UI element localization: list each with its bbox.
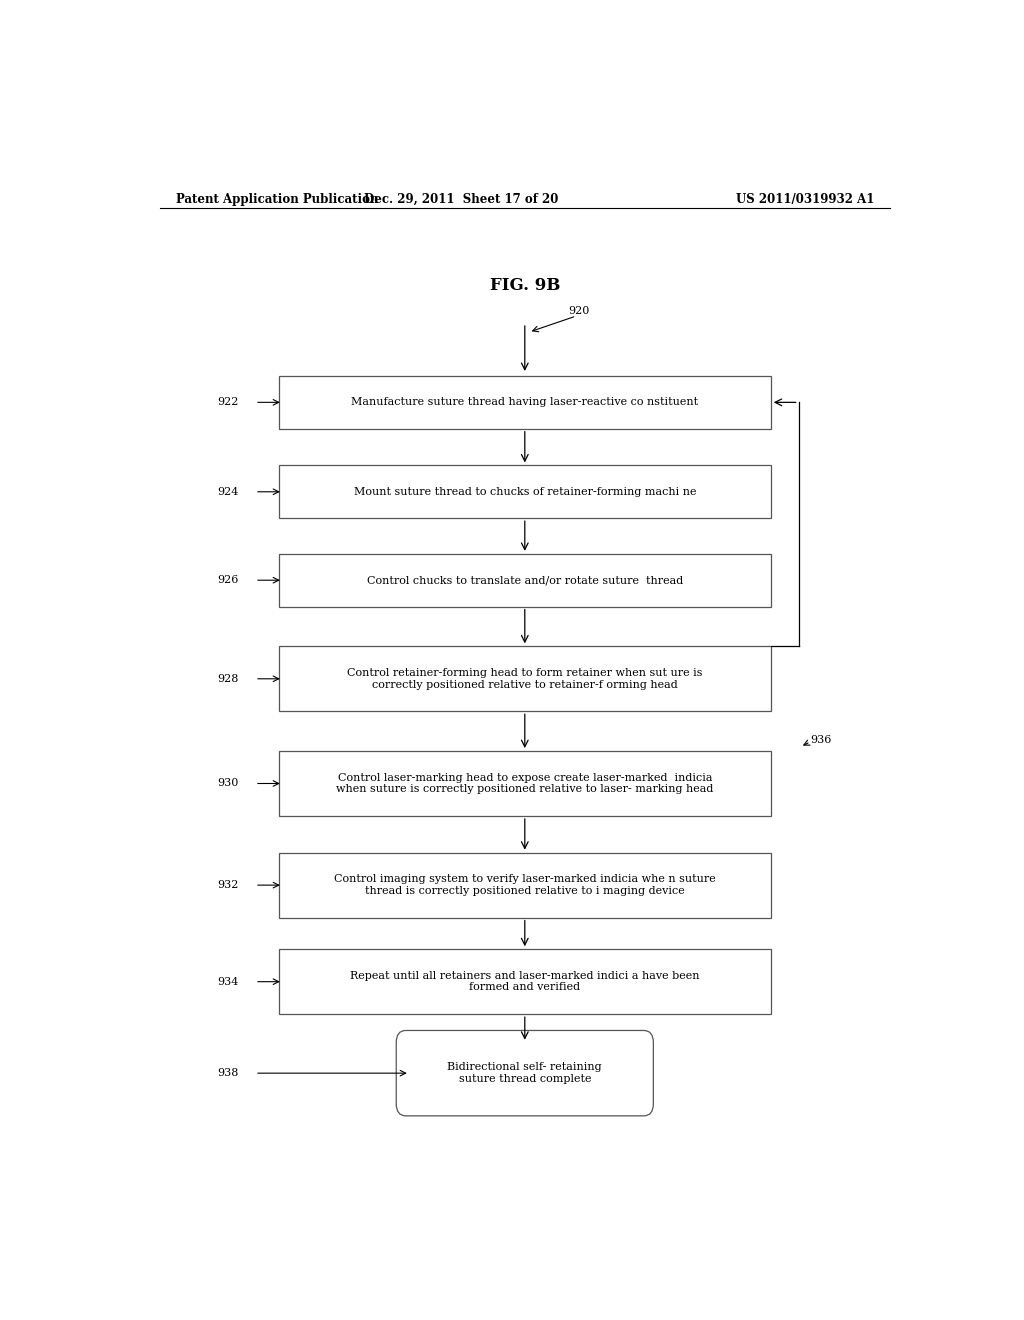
Text: Dec. 29, 2011  Sheet 17 of 20: Dec. 29, 2011 Sheet 17 of 20 [365, 193, 558, 206]
Text: 928: 928 [218, 673, 240, 684]
Text: Patent Application Publication: Patent Application Publication [176, 193, 378, 206]
FancyBboxPatch shape [279, 554, 771, 607]
FancyBboxPatch shape [279, 751, 771, 816]
Text: US 2011/0319932 A1: US 2011/0319932 A1 [735, 193, 873, 206]
Text: Mount suture thread to chucks of retainer-forming machi ne: Mount suture thread to chucks of retaine… [353, 487, 696, 496]
Text: 920: 920 [568, 306, 590, 315]
Text: 934: 934 [218, 977, 240, 986]
FancyBboxPatch shape [279, 949, 771, 1014]
Text: 932: 932 [218, 880, 240, 890]
Text: Control imaging system to verify laser-marked indicia whe n suture
thread is cor: Control imaging system to verify laser-m… [334, 874, 716, 896]
Text: Repeat until all retainers and laser-marked indici a have been
formed and verifi: Repeat until all retainers and laser-mar… [350, 972, 699, 993]
Text: Manufacture suture thread having laser-reactive co nstituent: Manufacture suture thread having laser-r… [351, 397, 698, 408]
Text: 930: 930 [218, 779, 240, 788]
Text: Control laser-marking head to expose create laser-marked  indicia
when suture is: Control laser-marking head to expose cre… [336, 772, 714, 795]
Text: Control chucks to translate and/or rotate suture  thread: Control chucks to translate and/or rotat… [367, 576, 683, 585]
Text: 938: 938 [218, 1068, 240, 1078]
FancyBboxPatch shape [279, 376, 771, 429]
Text: Control retainer-forming head to form retainer when sut ure is
correctly positio: Control retainer-forming head to form re… [347, 668, 702, 689]
FancyBboxPatch shape [279, 466, 771, 519]
Text: 922: 922 [218, 397, 240, 408]
Text: 924: 924 [218, 487, 240, 496]
Text: Bidirectional self- retaining
suture thread complete: Bidirectional self- retaining suture thr… [447, 1063, 602, 1084]
FancyBboxPatch shape [396, 1031, 653, 1115]
Text: 926: 926 [218, 576, 240, 585]
Text: FIG. 9B: FIG. 9B [489, 277, 560, 294]
FancyBboxPatch shape [279, 647, 771, 711]
Text: 936: 936 [811, 735, 831, 744]
FancyBboxPatch shape [279, 853, 771, 917]
